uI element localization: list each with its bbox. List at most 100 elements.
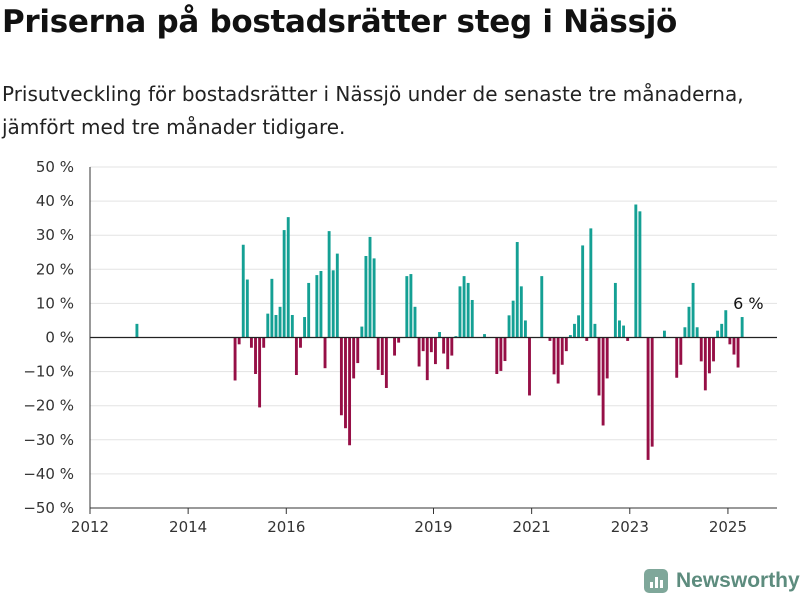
y-tick-label: 50 % — [36, 158, 74, 176]
bar-negative — [429, 337, 433, 353]
bar-positive — [245, 279, 249, 338]
bar-negative — [258, 337, 262, 408]
bar-positive — [290, 314, 294, 338]
bar-negative — [323, 337, 327, 369]
bar-positive — [307, 282, 311, 338]
bar-positive — [687, 306, 691, 338]
bar-positive — [270, 278, 274, 338]
bar-negative — [499, 337, 503, 371]
bar-positive — [372, 258, 376, 338]
bar-positive — [462, 276, 466, 338]
bar-positive — [335, 253, 339, 338]
newsworthy-logo: Newsworthy — [644, 569, 800, 593]
bar-negative — [344, 337, 347, 429]
bar-negative — [393, 337, 396, 356]
bar-positive — [360, 326, 364, 338]
bar-negative — [352, 337, 356, 379]
bar-negative — [699, 337, 703, 362]
bar-positive — [241, 244, 245, 338]
bar-negative — [233, 337, 237, 381]
bar-positive — [568, 335, 572, 338]
bar-negative — [254, 337, 257, 374]
y-tick-label: −10 % — [23, 363, 74, 381]
bar-positive — [282, 230, 286, 338]
bar-negative — [262, 337, 266, 348]
y-tick-label: 10 % — [36, 294, 74, 312]
bar-positive — [740, 317, 744, 338]
bar-positive — [523, 320, 527, 338]
bar-negative — [425, 337, 429, 381]
bar-positive — [483, 334, 486, 338]
bar-negative — [237, 337, 241, 345]
y-tick-label: −50 % — [23, 499, 74, 517]
bar-positive — [618, 320, 621, 338]
bar-positive — [405, 276, 409, 338]
bar-chart-logo-icon — [644, 569, 668, 593]
x-tick-label: 2025 — [709, 518, 747, 536]
bar-negative — [356, 337, 360, 364]
x-tick-label: 2019 — [414, 518, 452, 536]
bar-positive — [454, 336, 458, 338]
brand-name: Newsworthy — [676, 569, 800, 592]
bar-negative — [601, 337, 605, 426]
bar-positive — [622, 325, 625, 338]
chart-subtitle: Prisutveckling för bostadsrätter i Nässj… — [2, 82, 744, 139]
bar-positive — [507, 315, 511, 338]
bar-positive — [720, 323, 724, 338]
bar-negative — [495, 337, 499, 374]
bar-positive — [470, 299, 474, 338]
axes — [89, 167, 777, 514]
bar-negative — [605, 337, 609, 379]
bar-positive — [724, 310, 728, 338]
bar-negative — [552, 337, 556, 375]
x-tick-label: 2014 — [169, 518, 207, 536]
bar-positive — [319, 271, 323, 338]
bar-negative — [560, 337, 564, 365]
bar-positive — [593, 323, 597, 338]
bar-positive — [589, 228, 593, 338]
bar-negative — [564, 337, 568, 352]
y-tick-label: 40 % — [36, 192, 74, 210]
bar-positive — [519, 286, 523, 338]
bar-positive — [573, 323, 576, 338]
bar-negative — [442, 337, 446, 354]
bar-positive — [511, 300, 515, 338]
bar-negative — [376, 337, 380, 370]
bar-negative — [712, 337, 715, 362]
bar-positive — [581, 245, 585, 338]
bar-positive — [409, 274, 413, 338]
bar-negative — [597, 337, 601, 396]
bar-positive — [634, 204, 638, 338]
bar-positive — [303, 317, 307, 338]
bar-negative — [703, 337, 707, 391]
bar-negative — [339, 337, 343, 416]
bar-negative — [585, 337, 589, 341]
bar-positive — [540, 276, 544, 338]
bars — [135, 204, 744, 460]
bar-positive — [458, 286, 462, 338]
chart-title: Priserna på bostadsrätter steg i Nässjö — [2, 4, 678, 40]
bar-positive — [135, 323, 139, 338]
bar-negative — [728, 337, 732, 345]
bar-positive — [515, 242, 519, 338]
bar-negative — [417, 337, 421, 367]
x-tick-label: 2012 — [71, 518, 109, 536]
bar-positive — [691, 282, 695, 338]
bar-negative — [707, 337, 711, 374]
bar-negative — [299, 337, 302, 348]
y-tick-label: 20 % — [36, 260, 74, 278]
bar-negative — [732, 337, 736, 355]
bar-positive — [315, 275, 319, 338]
y-tick-label: −30 % — [23, 431, 74, 449]
bar-positive — [327, 231, 331, 338]
bar-positive — [577, 315, 581, 338]
bar-negative — [434, 337, 437, 365]
bar-negative — [646, 337, 650, 460]
bar-positive — [466, 282, 470, 338]
bar-positive — [368, 236, 372, 338]
bar-positive — [274, 314, 278, 338]
bar-positive — [413, 306, 417, 338]
bar-negative — [548, 337, 552, 341]
bar-negative — [384, 337, 388, 388]
bar-positive — [695, 327, 699, 338]
